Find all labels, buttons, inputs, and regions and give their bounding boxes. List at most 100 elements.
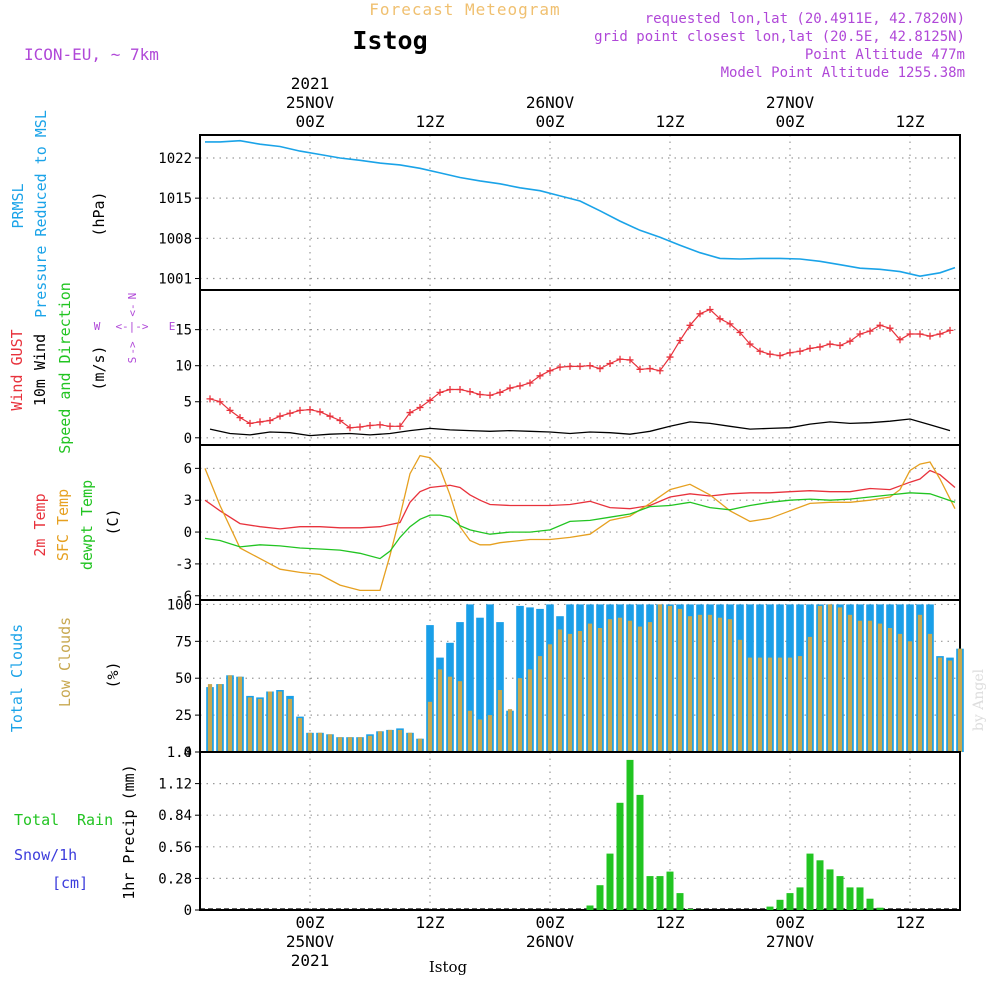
low-cloud-bar bbox=[217, 684, 223, 752]
low-cloud-bar bbox=[657, 604, 663, 752]
rain-label: Rain bbox=[77, 811, 113, 829]
y-tick-label: 0.56 bbox=[158, 840, 192, 856]
gust-point bbox=[736, 329, 744, 337]
gust-point bbox=[766, 350, 774, 358]
watermark: by Angel bbox=[971, 668, 987, 731]
low-cloud-bar bbox=[227, 675, 233, 752]
wind-panel: Wind GUST 10m Wind Speed and Direction (… bbox=[8, 282, 961, 454]
total-cloud-bar bbox=[466, 604, 474, 752]
compass-n-arrow: <- bbox=[126, 303, 139, 316]
gust-point bbox=[256, 418, 264, 426]
gust-point bbox=[516, 382, 524, 390]
wind-label: 10m Wind bbox=[31, 334, 49, 406]
time-axis-label: 26NOV bbox=[526, 93, 575, 112]
rain-bar bbox=[656, 876, 664, 910]
gust-point bbox=[946, 326, 954, 334]
low-cloud-bar bbox=[337, 737, 343, 752]
low-cloud-bar bbox=[537, 656, 543, 752]
clouds-panel: Total Clouds Low Clouds (%) 0 25 50 75 100 bbox=[8, 597, 964, 761]
pressure-label-2: Pressure Reduced to MSL bbox=[32, 110, 50, 318]
y-tick-label: 0 bbox=[184, 431, 192, 447]
gust-point bbox=[396, 422, 404, 430]
rain-bar bbox=[676, 893, 684, 910]
low-cloud-bar bbox=[897, 633, 903, 752]
gust-point bbox=[626, 356, 634, 364]
panel-frame bbox=[199, 444, 961, 601]
low-cloud-bar bbox=[957, 648, 963, 752]
rain-bar bbox=[646, 876, 654, 910]
gust-point bbox=[216, 398, 224, 406]
gust-point bbox=[246, 419, 254, 427]
low-cloud-bar bbox=[937, 657, 943, 752]
y-tick-label: 0.84 bbox=[158, 808, 192, 824]
rain-bar bbox=[636, 794, 644, 910]
gust-point bbox=[406, 409, 414, 417]
pressure-line bbox=[205, 139, 956, 278]
compass-arrows: <-|-> bbox=[115, 320, 148, 333]
rain-bar bbox=[686, 908, 694, 910]
gust-point bbox=[206, 395, 214, 403]
gust-point bbox=[456, 385, 464, 393]
rain-bar bbox=[626, 759, 634, 910]
low-cloud-bar bbox=[457, 681, 463, 752]
low-cloud-bar bbox=[577, 631, 583, 752]
gust-point bbox=[666, 353, 674, 361]
gust-point bbox=[586, 362, 594, 370]
compass-s-arrow: -> bbox=[126, 341, 139, 355]
gust-point bbox=[566, 362, 574, 370]
low-cloud-bar bbox=[467, 710, 473, 752]
panel-frame-group: 1001 1008 1015 1022 bbox=[158, 134, 961, 291]
y-tick-label: 10 bbox=[175, 359, 192, 375]
location-title: Istog bbox=[352, 26, 427, 55]
panel-frame-group: 0 0.28 0.56 0.84 1.12 1.4 bbox=[158, 745, 961, 919]
precip-unit: 1hr Precip (mm) bbox=[120, 764, 138, 899]
pressure-unit: (hPa) bbox=[90, 191, 108, 236]
gust-point bbox=[826, 340, 834, 348]
gust-point bbox=[366, 422, 374, 430]
low-cloud-bar bbox=[267, 691, 273, 752]
compass-n: N bbox=[126, 293, 139, 300]
rain-bar bbox=[616, 802, 624, 910]
gust-point bbox=[876, 321, 884, 329]
gust-point bbox=[906, 330, 914, 338]
wind-dir-label: Speed and Direction bbox=[56, 282, 74, 454]
gust-point bbox=[576, 362, 584, 370]
y-tick-label: 1.4 bbox=[167, 745, 192, 761]
rain-bar bbox=[826, 869, 834, 910]
rain-bar bbox=[816, 860, 824, 910]
gust-point bbox=[716, 315, 724, 323]
time-axis-label: 00Z bbox=[296, 913, 325, 932]
requested-coords: requested lon,lat (20.4911E, 42.7820N) bbox=[645, 11, 965, 27]
low-cloud-bar bbox=[947, 660, 953, 752]
time-axis-label: 12Z bbox=[416, 112, 445, 131]
low-cloud-bar bbox=[687, 616, 693, 752]
low-cloud-bar bbox=[817, 605, 823, 752]
low-cloud-bar bbox=[627, 620, 633, 752]
gust-point bbox=[746, 340, 754, 348]
pressure-label-1: PRMSL bbox=[9, 183, 27, 228]
time-axis-label: 27NOV bbox=[766, 93, 815, 112]
gust-point bbox=[846, 337, 854, 345]
y-tick-label: 100 bbox=[167, 597, 192, 613]
low-cloud-bar bbox=[757, 657, 763, 752]
low-cloud-bar bbox=[527, 669, 533, 752]
gust-point bbox=[386, 422, 394, 430]
gust-point bbox=[866, 327, 874, 335]
low-cloud-bar bbox=[557, 629, 563, 752]
low-cloud-bar bbox=[617, 617, 623, 752]
low-cloud-bar bbox=[827, 604, 833, 752]
low-cloud-bar bbox=[287, 698, 293, 752]
compass-w: W bbox=[94, 320, 101, 333]
footer-location: Istog bbox=[429, 958, 468, 976]
panel-frame-group: -6 -3 0 3 6 bbox=[175, 444, 961, 605]
gust-point bbox=[336, 416, 344, 424]
time-axis-label: 00Z bbox=[776, 913, 805, 932]
rain-bar bbox=[856, 887, 864, 910]
sfc-temp-label: SFC Temp bbox=[54, 489, 72, 561]
rain-bar bbox=[666, 871, 674, 910]
gust-point bbox=[606, 360, 614, 368]
gust-point bbox=[656, 367, 664, 375]
gust-point bbox=[436, 388, 444, 396]
